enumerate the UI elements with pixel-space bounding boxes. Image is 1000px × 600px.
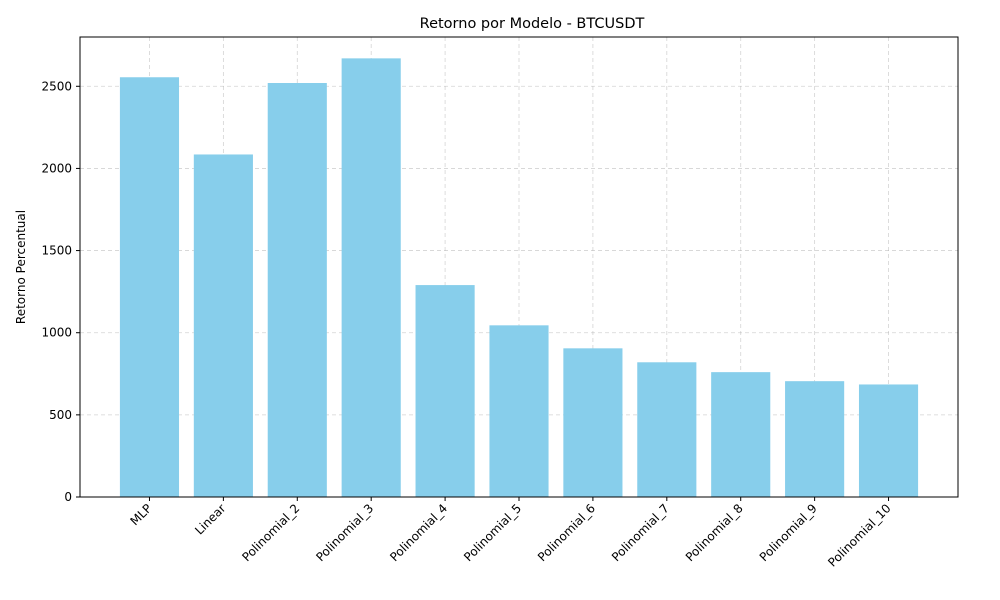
x-tick-label: Linear [192, 501, 228, 537]
x-tick-label: Polinomial_7 [609, 501, 672, 564]
bars [119, 58, 919, 497]
x-tick-label: Polinomial_8 [683, 501, 746, 564]
y-tick-label: 1500 [41, 244, 72, 258]
y-tick-label: 2000 [41, 161, 72, 175]
bar [858, 384, 919, 497]
bar [711, 372, 771, 497]
x-tick-label: Polinomial_2 [239, 501, 302, 564]
y-tick-label: 0 [64, 490, 72, 504]
bar [415, 285, 475, 497]
bar [637, 362, 697, 497]
x-tick-label: Polinomial_6 [535, 501, 598, 564]
bar [785, 381, 845, 497]
y-tick-label: 2500 [41, 79, 72, 93]
bar [119, 77, 180, 497]
y-tick-label: 1000 [41, 326, 72, 340]
bar [193, 154, 253, 497]
bar [563, 348, 623, 497]
y-tick-label: 500 [49, 408, 72, 422]
x-tick-label: Polinomial_5 [461, 501, 524, 564]
chart-title: Retorno por Modelo - BTCUSDT [420, 16, 645, 32]
y-axis-label: Retorno Percentual [14, 210, 28, 324]
bar [267, 83, 327, 497]
x-tick-label: MLP [128, 501, 155, 528]
bar [489, 325, 549, 497]
x-tick-label: Polinomial_3 [313, 501, 376, 564]
bar [341, 58, 401, 497]
x-tick-label: Polinomial_9 [757, 501, 820, 564]
x-tick-label: Polinomial_4 [387, 501, 450, 564]
x-tick-label: Polinomial_10 [825, 501, 893, 569]
